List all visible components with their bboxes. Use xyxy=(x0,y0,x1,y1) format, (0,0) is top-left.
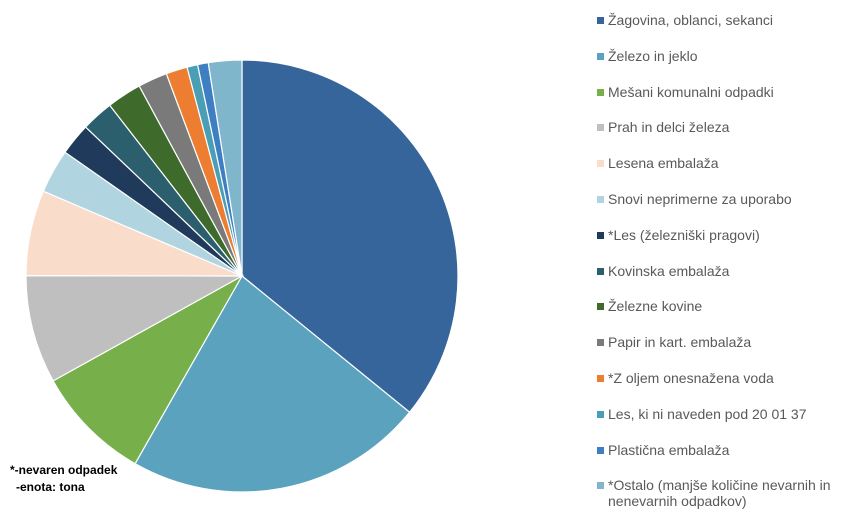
annotation: *-nevaren odpadek xyxy=(10,463,118,477)
legend-label: Lesena embalaža xyxy=(608,155,719,172)
legend-swatch xyxy=(597,52,604,60)
legend-item: Plastična embalaža xyxy=(597,442,855,458)
legend-label: Mešani komunalni odpadki xyxy=(608,83,774,100)
legend-item: Mešani komunalni odpadki xyxy=(597,84,855,100)
pie-area xyxy=(25,59,459,493)
legend-label: Žagovina, oblanci, sekanci xyxy=(608,12,773,28)
legend-swatch xyxy=(597,410,604,418)
legend-label: *Ostalo (manjše količine nevarnih in nen… xyxy=(608,477,831,510)
legend-swatch xyxy=(597,124,604,132)
legend-label: Železo in jeklo xyxy=(608,47,698,64)
legend-label: Železne kovine xyxy=(608,298,703,315)
pie-slice xyxy=(241,59,459,414)
pie-slice xyxy=(25,275,245,382)
pie-slice xyxy=(134,275,411,493)
legend-item: *Les (železniški pragovi) xyxy=(597,227,855,243)
legend-swatch xyxy=(597,375,604,382)
legend-item: *Ostalo (manjše količine nevarnih in nen… xyxy=(597,477,855,509)
pie-slice xyxy=(52,274,244,465)
legend-label: *Les (železniški pragovi) xyxy=(608,226,760,243)
legend-swatch xyxy=(597,482,604,490)
legend-label: Kovinska embalaža xyxy=(608,262,730,279)
legend-swatch xyxy=(597,231,604,239)
legend-swatch xyxy=(597,267,604,275)
legend-item: Snovi neprimerne za uporabo xyxy=(597,191,855,207)
annotation: -enota: tona xyxy=(16,480,85,494)
legend-swatch xyxy=(597,160,604,168)
legend-swatch xyxy=(597,88,604,96)
legend-label: Les, ki ni naveden pod 20 01 37 xyxy=(608,405,807,422)
legend-swatch xyxy=(597,196,604,203)
pie-slice xyxy=(207,59,243,277)
legend-label: Plastična embalaža xyxy=(608,441,730,458)
legend-item: Prah in delci železa xyxy=(597,119,855,135)
legend-item: Lesena embalaža xyxy=(597,155,855,171)
legend-label: *Z oljem onesnažena voda xyxy=(608,370,774,386)
legend-item: Papir in kart. embalaža xyxy=(597,334,855,350)
legend-swatch xyxy=(597,339,604,347)
legend-item: *Z oljem onesnažena voda xyxy=(597,370,855,386)
legend-item: Železne kovine xyxy=(597,298,855,314)
legend-item: Kovinska embalaža xyxy=(597,263,855,279)
legend-label: Prah in delci železa xyxy=(608,119,730,136)
legend-label: Snovi neprimerne za uporabo xyxy=(608,191,792,207)
legend-swatch xyxy=(597,303,604,311)
legend-label: Papir in kart. embalaža xyxy=(608,334,752,351)
legend-item: Žagovina, oblanci, sekanci xyxy=(597,12,855,28)
legend-item: Les, ki ni naveden pod 20 01 37 xyxy=(597,406,855,422)
legend-swatch xyxy=(597,17,604,24)
legend-swatch xyxy=(597,446,604,454)
legend-item: Železo in jeklo xyxy=(597,48,855,64)
